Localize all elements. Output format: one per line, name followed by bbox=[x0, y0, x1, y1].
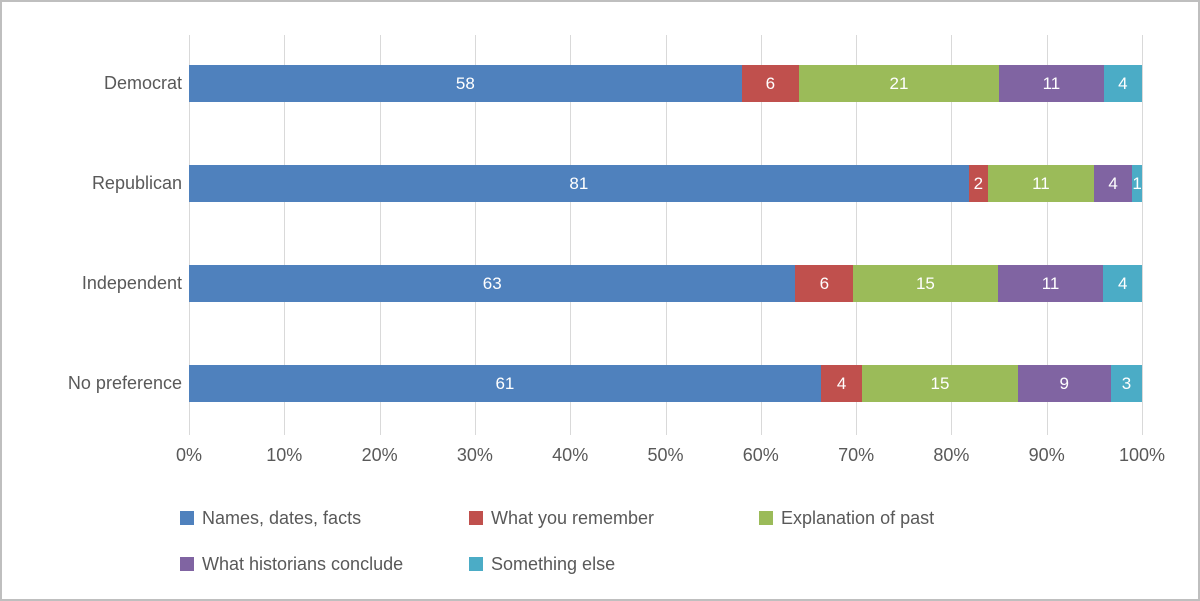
gridline bbox=[570, 35, 572, 435]
legend-item: Something else bbox=[469, 552, 615, 576]
value-label: 11 bbox=[1041, 273, 1060, 293]
legend-swatch bbox=[469, 511, 483, 525]
gridline bbox=[951, 35, 953, 435]
value-label: 9 bbox=[1059, 373, 1070, 393]
bar-segment: 81 bbox=[189, 165, 969, 202]
bar-segment: 15 bbox=[862, 365, 1018, 402]
bar-segment: 15 bbox=[853, 265, 998, 302]
value-label: 4 bbox=[836, 373, 847, 393]
legend-swatch bbox=[469, 557, 483, 571]
x-tick-label: 50% bbox=[647, 445, 684, 465]
legend-label: Something else bbox=[491, 553, 616, 574]
legend-swatch bbox=[180, 511, 194, 525]
bar-segment: 11 bbox=[987, 165, 1094, 202]
bar-segment: 2 bbox=[968, 165, 988, 202]
legend-label: Names, dates, facts bbox=[202, 507, 362, 528]
legend-swatch bbox=[759, 511, 773, 525]
legend-item: Names, dates, facts bbox=[180, 506, 361, 530]
bar-segment: 1 bbox=[1132, 165, 1142, 202]
bar-segment: 9 bbox=[1017, 365, 1111, 402]
gridline bbox=[665, 35, 667, 435]
bar-segment: 11 bbox=[997, 265, 1104, 302]
bar-segment: 3 bbox=[1110, 365, 1142, 402]
bar-segment: 6 bbox=[795, 265, 854, 302]
value-label: 4 bbox=[1117, 273, 1128, 293]
bar-row-no-preference: 61 4 15 9 3 bbox=[189, 365, 1142, 402]
bar-row-democrat: 58 6 21 11 4 bbox=[189, 65, 1142, 102]
bar-row-republican: 81 2 11 4 1 bbox=[189, 165, 1142, 202]
bar-segment: 4 bbox=[1103, 65, 1142, 102]
value-label: 3 bbox=[1121, 373, 1132, 393]
gridline bbox=[760, 35, 762, 435]
bar-segment: 11 bbox=[999, 65, 1104, 102]
legend-item: Explanation of past bbox=[759, 506, 934, 530]
value-label: 15 bbox=[930, 373, 950, 393]
value-label: 11 bbox=[1042, 73, 1061, 93]
bar-segment: 6 bbox=[741, 65, 799, 102]
x-tick-label: 100% bbox=[1118, 445, 1166, 465]
legend-item: What you remember bbox=[469, 506, 654, 530]
x-tick-label: 70% bbox=[838, 445, 875, 465]
value-label: 61 bbox=[495, 373, 515, 393]
value-label: 63 bbox=[482, 273, 502, 293]
value-label: 15 bbox=[915, 273, 935, 293]
x-tick-label: 0% bbox=[175, 445, 202, 465]
gridline bbox=[1142, 35, 1143, 435]
value-label: 6 bbox=[819, 273, 830, 293]
legend-swatch bbox=[180, 557, 194, 571]
gridline bbox=[189, 35, 190, 435]
value-label: 21 bbox=[889, 73, 909, 93]
value-label: 4 bbox=[1108, 173, 1118, 193]
category-label: Democrat bbox=[103, 73, 182, 93]
bar-segment: 58 bbox=[189, 65, 742, 102]
plot-area: 58 6 21 11 4 81 2 11 4 1 63 6 15 11 4 61 4 15 9 3 bbox=[189, 35, 1143, 435]
value-label: 2 bbox=[973, 173, 984, 193]
category-label: Republican bbox=[91, 173, 182, 193]
bar-segment: 4 bbox=[1093, 165, 1133, 202]
bar-segment: 61 bbox=[189, 365, 821, 402]
bar-segment: 63 bbox=[189, 265, 796, 302]
bar-row-independent: 63 6 15 11 4 bbox=[189, 265, 1142, 302]
x-tick-label: 20% bbox=[361, 445, 398, 465]
x-tick-label: 60% bbox=[742, 445, 779, 465]
gridline bbox=[379, 35, 381, 435]
x-tick-label: 80% bbox=[933, 445, 970, 465]
value-label: 6 bbox=[765, 73, 776, 93]
category-label: Independent bbox=[81, 273, 182, 293]
legend-item: What historians conclude bbox=[180, 552, 403, 576]
legend-label: Explanation of past bbox=[781, 507, 935, 528]
x-tick-label: 30% bbox=[456, 445, 493, 465]
value-label: 11 bbox=[1032, 173, 1050, 193]
legend-label: What you remember bbox=[491, 507, 655, 528]
category-label: No preference bbox=[67, 373, 182, 393]
bar-segment: 4 bbox=[820, 365, 863, 402]
bar-segment: 21 bbox=[798, 65, 1000, 102]
legend-label: What historians conclude bbox=[202, 553, 404, 574]
value-label: 4 bbox=[1118, 73, 1128, 93]
bar-segment: 4 bbox=[1103, 265, 1142, 302]
value-label: 81 bbox=[569, 173, 589, 193]
value-label: 58 bbox=[455, 73, 475, 93]
x-tick-label: 10% bbox=[266, 445, 303, 465]
value-label: 1 bbox=[1132, 173, 1142, 193]
gridline bbox=[284, 35, 286, 435]
x-tick-label: 90% bbox=[1028, 445, 1065, 465]
gridline bbox=[474, 35, 476, 435]
x-tick-label: 40% bbox=[552, 445, 589, 465]
gridline bbox=[856, 35, 858, 435]
gridline bbox=[1046, 35, 1048, 435]
